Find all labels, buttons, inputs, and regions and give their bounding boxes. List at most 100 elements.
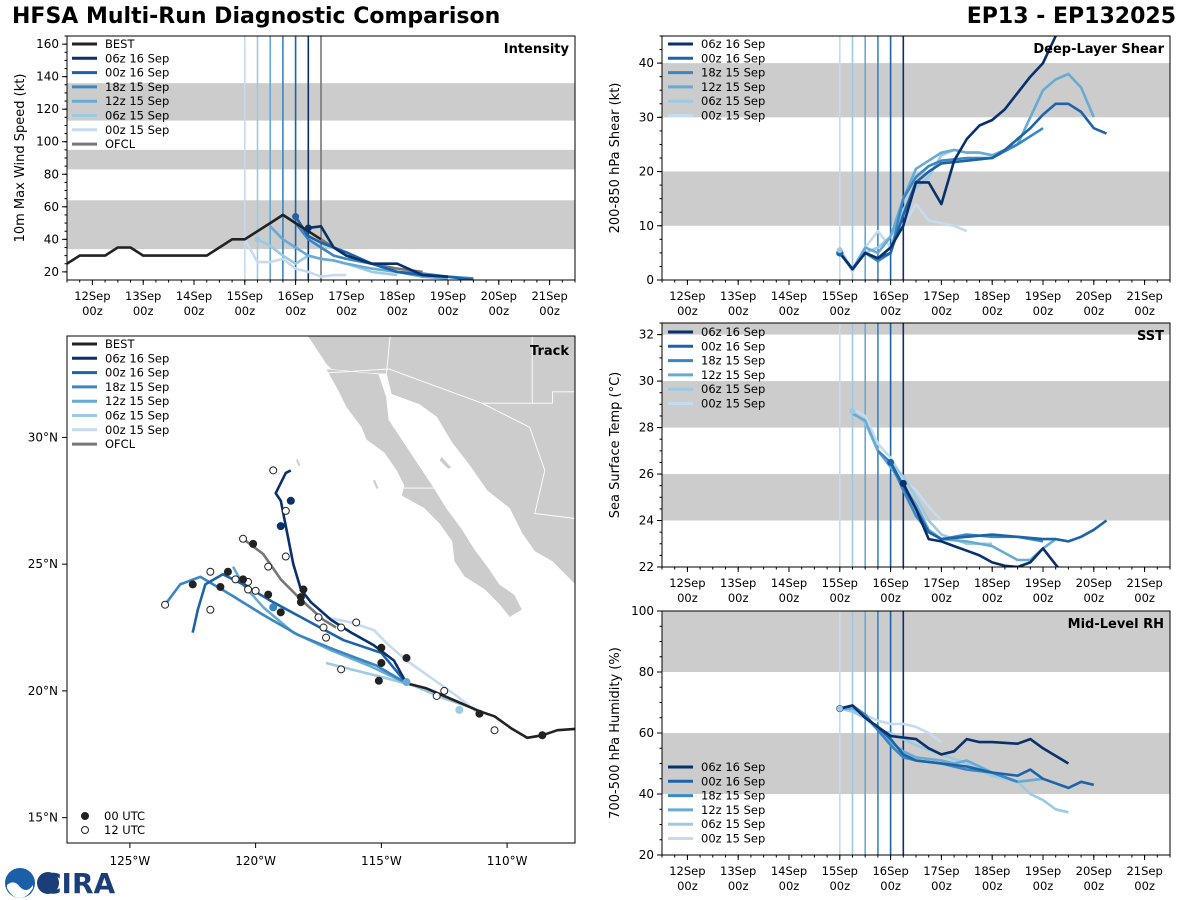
legend-label: 06z 16 Sep	[701, 37, 765, 51]
x-tick-sublabel: 00z	[677, 304, 698, 318]
lon-tick-label: 120°W	[235, 854, 276, 868]
x-tick-label: 19Sep	[1025, 576, 1061, 590]
x-tick-sublabel: 00z	[1033, 304, 1054, 318]
series-line	[902, 482, 1060, 567]
rh-panel: 2040608010012Sep00z13Sep00z14Sep00z15Sep…	[608, 604, 1171, 893]
y-tick-label: 80	[639, 665, 654, 679]
x-tick-sublabel: 00z	[779, 304, 800, 318]
border-line	[481, 402, 575, 519]
panel-title: Intensity	[504, 42, 570, 57]
shaded-band	[662, 63, 1170, 118]
legend-label: 12z 15 Sep	[701, 803, 765, 817]
lat-tick-label: 15°N	[28, 811, 58, 825]
x-tick-sublabel: 00z	[880, 591, 901, 605]
marker-legend-symbol	[81, 812, 89, 820]
plot-area	[662, 323, 1170, 567]
track-point	[231, 575, 240, 584]
x-tick-label: 14Sep	[771, 576, 807, 590]
track-point	[269, 603, 278, 612]
legend-label: 00z 15 Sep	[701, 397, 765, 411]
track-point	[299, 585, 308, 594]
track-point	[337, 665, 346, 674]
track-line	[242, 537, 337, 629]
legend-label: 06z 15 Sep	[701, 94, 765, 108]
x-tick-label: 17Sep	[923, 576, 959, 590]
series-line	[243, 238, 347, 279]
x-tick-label: 16Sep	[872, 864, 908, 878]
track-point	[188, 580, 197, 589]
x-tick-label: 16Sep	[277, 289, 313, 303]
x-tick-sublabel: 00z	[677, 591, 698, 605]
legend-label: 00z 15 Sep	[105, 423, 169, 437]
y-tick-label: 100	[36, 135, 59, 149]
track-line	[164, 575, 408, 685]
x-tick-sublabel: 00z	[982, 591, 1003, 605]
track-point	[402, 653, 411, 662]
x-tick-label: 13Sep	[720, 864, 756, 878]
x-tick-label: 12Sep	[669, 576, 705, 590]
y-tick-label: 20	[639, 848, 654, 862]
x-tick-sublabel: 00z	[982, 879, 1003, 893]
island-landmass	[295, 457, 302, 468]
track-point	[319, 623, 328, 632]
x-tick-label: 16Sep	[872, 289, 908, 303]
x-tick-sublabel: 00z	[336, 304, 357, 318]
x-tick-label: 17Sep	[328, 289, 364, 303]
map-frame	[66, 335, 576, 844]
x-tick-sublabel: 00z	[1083, 591, 1104, 605]
panel-title: Track	[530, 344, 569, 359]
track-point	[538, 731, 547, 740]
x-tick-sublabel: 00z	[880, 879, 901, 893]
track-point	[286, 496, 295, 505]
y-tick-label: 10	[639, 219, 654, 233]
x-tick-sublabel: 00z	[829, 879, 850, 893]
series-line	[839, 704, 1019, 784]
y-tick-label: 60	[44, 200, 59, 214]
track-point	[281, 506, 290, 515]
y-axis-label: Sea Surface Temp (°C)	[608, 372, 623, 519]
x-tick-sublabel: 00z	[829, 591, 850, 605]
series-point	[887, 458, 895, 466]
track-point	[216, 582, 225, 591]
legend-label: 18z 15 Sep	[701, 354, 765, 368]
track-point	[264, 590, 273, 599]
y-tick-label: 80	[44, 167, 59, 181]
track-point	[251, 586, 260, 595]
track-point	[239, 534, 248, 543]
series-line	[308, 225, 449, 278]
shaded-band	[662, 171, 1170, 226]
legend-label: 18z 15 Sep	[701, 789, 765, 803]
x-tick-sublabel: 00z	[1033, 591, 1054, 605]
plot-area	[67, 36, 575, 280]
track-point	[244, 585, 253, 594]
x-tick-label: 13Sep	[720, 576, 756, 590]
x-tick-label: 17Sep	[923, 864, 959, 878]
track-point	[264, 562, 273, 571]
series-point	[304, 224, 312, 232]
legend-label: 00z 16 Sep	[701, 774, 765, 788]
track-point	[276, 608, 285, 617]
track-point	[322, 633, 331, 642]
legend-label: 00z 15 Sep	[701, 832, 765, 846]
track-point	[239, 575, 248, 584]
x-tick-label: 19Sep	[430, 289, 466, 303]
x-tick-sublabel: 00z	[539, 304, 560, 318]
panel-title: Deep-Layer Shear	[1033, 42, 1164, 57]
track-point	[296, 593, 305, 602]
intensity-panel: 2040608010012014016012Sep00z13Sep00z14Se…	[13, 35, 576, 318]
legend-label: OFCL	[105, 437, 136, 451]
cira-logo-text: CIRA	[41, 867, 116, 900]
x-tick-label: 13Sep	[720, 289, 756, 303]
x-tick-sublabel: 00z	[82, 304, 103, 318]
border-line	[385, 336, 391, 375]
series-line	[838, 36, 1058, 271]
series-point	[836, 247, 843, 254]
track-line	[325, 661, 475, 710]
x-tick-label: 19Sep	[1025, 289, 1061, 303]
y-tick-label: 30	[639, 374, 654, 388]
x-tick-label: 12Sep	[74, 289, 110, 303]
y-tick-label: 22	[639, 560, 654, 574]
lon-tick-label: 110°W	[487, 854, 528, 868]
legend-label: 00z 15 Sep	[105, 123, 169, 137]
x-tick-sublabel: 00z	[234, 304, 255, 318]
